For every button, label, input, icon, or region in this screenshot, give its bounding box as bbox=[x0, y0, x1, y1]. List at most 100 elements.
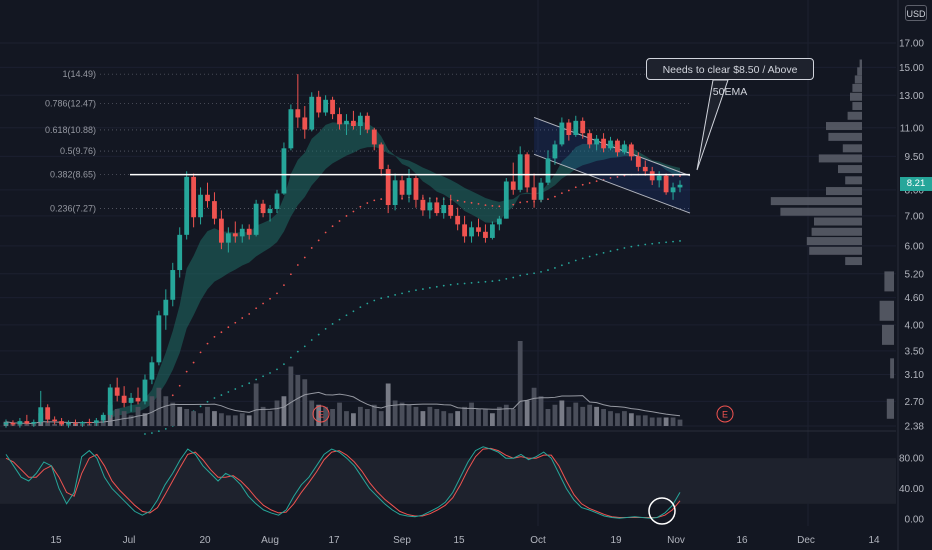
ma-dot-long bbox=[651, 242, 654, 245]
volume-profile-bar bbox=[826, 122, 862, 131]
volume-profile-bar bbox=[828, 132, 862, 141]
volume-bar bbox=[177, 406, 183, 426]
ma-dot-long bbox=[533, 272, 535, 275]
ma-dot-short bbox=[547, 198, 549, 200]
ma-dot-short bbox=[588, 182, 591, 184]
ma-dot-long bbox=[581, 257, 584, 260]
volume-bar bbox=[351, 413, 356, 426]
candle-body bbox=[566, 122, 572, 136]
volume-bar bbox=[462, 406, 467, 426]
fib-level-label: 0.618(10.88) bbox=[45, 125, 96, 135]
candle-body bbox=[642, 166, 648, 172]
ma-dot-long bbox=[616, 248, 619, 251]
ma-dot-short bbox=[581, 183, 584, 186]
ma-dot-short bbox=[352, 210, 355, 213]
ma-dot-short bbox=[317, 239, 320, 242]
ma-dot-long bbox=[213, 397, 216, 399]
candle-body bbox=[198, 194, 203, 218]
candle-body bbox=[142, 379, 148, 402]
candle-body bbox=[483, 231, 488, 238]
candle-body bbox=[121, 395, 127, 403]
volume-bar bbox=[434, 409, 440, 426]
candle-body bbox=[246, 228, 252, 235]
ma-dot-long bbox=[630, 245, 633, 248]
callout-note[interactable]: Needs to clear $8.50 / Above 50EMA bbox=[646, 58, 814, 98]
ma-dot-long bbox=[435, 285, 438, 288]
currency-label[interactable]: USD bbox=[905, 5, 927, 21]
volume-bar bbox=[399, 402, 405, 426]
ma-dot-short bbox=[283, 284, 285, 287]
time-axis-label: 15 bbox=[453, 535, 465, 546]
ma-dot-short bbox=[366, 202, 369, 204]
volume-bar bbox=[253, 383, 259, 426]
stochastic-k-line bbox=[5, 446, 681, 519]
volume-bar bbox=[427, 406, 433, 426]
candle-body bbox=[663, 175, 669, 193]
ma-dot-long bbox=[338, 318, 341, 321]
ma-dot-short bbox=[248, 313, 251, 315]
candle-body bbox=[594, 138, 600, 145]
ma-dot-long bbox=[289, 356, 292, 359]
ma-dot-long bbox=[588, 255, 591, 258]
ma-dot-short bbox=[463, 200, 466, 203]
volume-bars bbox=[3, 341, 683, 426]
candle-body bbox=[420, 199, 426, 211]
ma-dot-long bbox=[157, 430, 160, 433]
candle-body bbox=[448, 205, 454, 216]
volume-bar bbox=[232, 415, 238, 426]
ma-dot-long bbox=[554, 267, 556, 269]
volume-bar bbox=[517, 341, 523, 426]
candle-body bbox=[253, 203, 259, 235]
candle-body bbox=[677, 184, 683, 188]
time-axis-label: 16 bbox=[736, 535, 748, 546]
ma-dot-short bbox=[310, 247, 313, 249]
candle-body bbox=[469, 227, 474, 237]
ma-dot-long bbox=[359, 306, 362, 308]
price-axis-label: 11.00 bbox=[900, 123, 925, 134]
candle-body bbox=[337, 114, 342, 125]
volume-bar bbox=[212, 411, 217, 426]
ma-dot-long bbox=[644, 243, 647, 246]
stochastic-axis-label: 0.00 bbox=[905, 515, 925, 526]
volume-bar bbox=[587, 404, 593, 426]
ma-dot-long bbox=[623, 247, 626, 249]
ma-dot-short bbox=[567, 189, 570, 192]
ma-dot-long bbox=[595, 253, 598, 256]
ma-dot-short bbox=[512, 203, 515, 206]
price-axis-label: 15.00 bbox=[899, 63, 924, 74]
candle-body bbox=[441, 205, 447, 214]
ma-dot-long bbox=[484, 280, 487, 283]
price-axis-label: 5.20 bbox=[905, 269, 925, 280]
ma-dot-long bbox=[428, 286, 431, 289]
ma-dot-short bbox=[262, 302, 264, 305]
ma-dot-long bbox=[505, 277, 508, 280]
fib-retracement: 1(14.49) 0.786(12.47) 0.618(10.88) 0.5(9.76… bbox=[45, 69, 690, 213]
ma-dot-long bbox=[567, 262, 570, 264]
volume-bar bbox=[538, 396, 544, 426]
candle-body bbox=[31, 421, 37, 424]
time-axis-label: 14 bbox=[868, 535, 880, 546]
volume-bar bbox=[441, 411, 447, 426]
time-axis-label: 20 bbox=[199, 535, 211, 546]
candle-body bbox=[170, 270, 176, 300]
stochastic-d-line bbox=[5, 447, 681, 518]
candle-body bbox=[260, 203, 266, 214]
volume-bar bbox=[142, 413, 148, 426]
volume-profile-bar bbox=[838, 165, 862, 174]
volume-bar bbox=[128, 415, 134, 426]
candle-body bbox=[191, 176, 197, 218]
candle-body bbox=[219, 218, 224, 243]
candle-body bbox=[323, 99, 329, 113]
candle-body bbox=[184, 176, 190, 235]
ma-dot-short bbox=[338, 220, 341, 222]
volume-bar bbox=[580, 406, 586, 426]
volume-profile-bar bbox=[857, 67, 862, 76]
ma-dot-long bbox=[449, 283, 452, 286]
candle-body bbox=[489, 224, 495, 238]
volume-bar bbox=[531, 387, 537, 426]
candle-body bbox=[587, 133, 593, 145]
volume-bar bbox=[302, 379, 308, 426]
volume-profile-bar bbox=[886, 398, 894, 419]
price-axis-label: 6.00 bbox=[905, 241, 925, 252]
